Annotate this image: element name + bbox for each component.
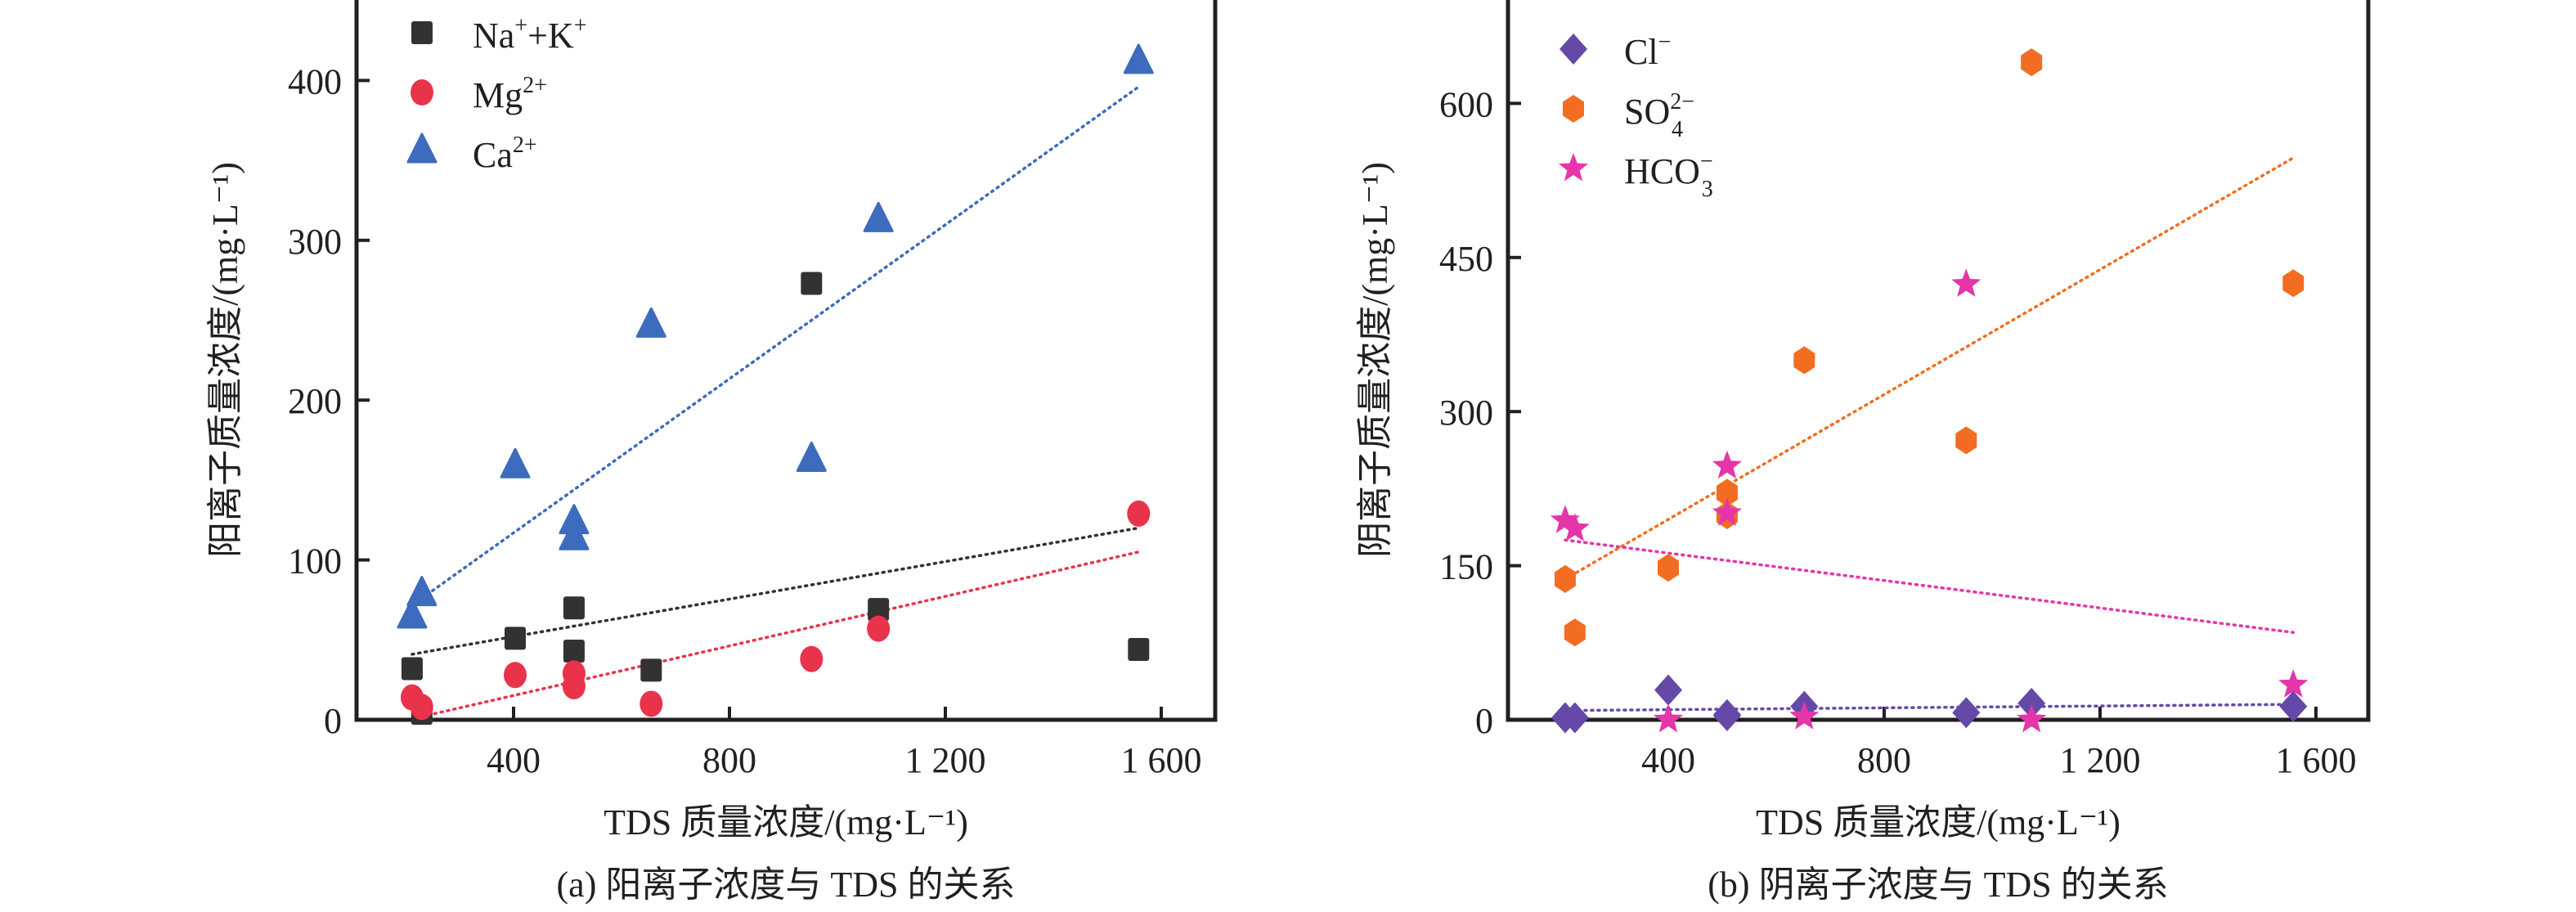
data-point [410,694,433,721]
data-point [500,447,531,478]
panel-caption: (b) 阴离子浓度与 TDS 的关系 [1708,865,2168,905]
data-point [1789,701,1820,730]
legend-label: HCO− 3 [1624,149,1713,202]
x-tick-label: 800 [1857,740,1911,780]
y-axis-label: 阴离子质量浓度/(mg·L⁻¹) [1355,162,1395,558]
trend-line [420,550,1141,718]
data-point [503,662,527,689]
data-point [563,639,585,663]
data-point [1712,699,1741,731]
data-point [504,627,526,650]
x-tick-label: 400 [1641,740,1695,780]
data-point [1560,513,1590,541]
x-tick-label: 1 200 [2060,740,2141,780]
data-point [562,672,586,699]
panel-b: 400 800 1 200 1 600 0 150 300 450 600 TDS 质量浓度/(m… [1355,0,2371,905]
y-tick-label: 200 [288,381,342,421]
x-axis-label: TDS 质量浓度/(mg·L⁻¹) [604,802,968,842]
trend-line [411,526,1141,656]
data-point [868,598,890,622]
data-point [1658,554,1679,582]
legend: Na++K+ Mg2+ Ca2+ [406,13,587,175]
data-point [1128,638,1150,662]
legend-marker [411,79,433,106]
data-point [2279,690,2308,722]
legend-marker [1563,95,1584,123]
data-point [1564,618,1586,647]
data-point [1127,500,1151,527]
trend-line [1564,156,2296,581]
data-point [2282,269,2304,298]
legend-label: SO2− 4 [1624,89,1694,142]
y-tick-label: 400 [288,61,342,101]
y-tick-label: 450 [1439,239,1493,279]
data-point [1712,450,1743,479]
data-point [397,598,428,629]
data-point [2017,704,2047,733]
y-tick-label: 300 [288,222,342,262]
data-point [1560,702,1589,734]
data-point [559,519,590,550]
panel-a: 400 800 1 200 1 600 0 100 200 300 400 TDS 质量浓度/(m… [205,0,1218,905]
data-point [1554,564,1576,593]
y-tick-label: 100 [288,541,342,582]
data-point [563,596,585,620]
data-point [2021,48,2043,77]
data-point [801,272,823,295]
data-point [800,645,824,672]
panel-caption: (a) 阳离子浓度与 TDS 的关系 [557,865,1016,905]
trend-line [420,85,1141,600]
data-point [1123,43,1154,74]
data-point [1550,505,1581,533]
data-point [2017,687,2046,719]
y-tick-label: 0 [1475,701,1493,741]
x-tick-label: 1 200 [905,740,986,780]
x-axis-label: TDS 质量浓度/(mg·L⁻¹) [1756,802,2120,842]
x-tick-label: 800 [702,740,756,780]
data-point [640,658,662,682]
data-point [1716,478,1738,507]
y-tick-label: 0 [324,701,342,741]
data-point [2278,669,2309,698]
data-point [1654,674,1682,706]
plot-frame [354,0,1218,722]
data-point [1793,346,1815,375]
data-point [640,690,663,717]
data-point [1712,497,1743,526]
plot-frame [1506,0,2371,722]
data-point [406,576,438,607]
data-point [867,615,891,642]
trend-line [1564,703,2296,712]
x-tick-label: 1 600 [1121,740,1202,780]
y-tick-label: 150 [1439,547,1493,587]
data-point [1951,268,1981,297]
data-point [635,307,666,338]
legend-label: Cl− [1624,29,1671,72]
y-axis-label: 阳离子质量浓度/(mg·L⁻¹) [205,162,245,558]
legend-label: Mg2+ [473,73,547,115]
legend-marker [406,133,438,164]
legend-marker [1560,34,1587,65]
data-point [1653,704,1684,733]
y-tick-label: 600 [1439,84,1493,124]
legend-label: Ca2+ [473,133,537,175]
trend-line [1564,538,2296,634]
x-tick-label: 400 [487,740,541,780]
y-tick-label: 300 [1439,393,1493,433]
x-tick-label: 1 600 [2276,740,2357,780]
data-point [1952,697,1981,729]
legend: Cl− SO2− 4 HCO− 3 [1558,29,1713,202]
data-point [1955,426,1977,455]
data-point [796,441,827,472]
data-point [401,657,423,681]
data-point [863,201,894,232]
legend-marker [411,21,433,44]
legend-label: Na++K+ [473,13,587,56]
legend-marker [1558,153,1589,182]
